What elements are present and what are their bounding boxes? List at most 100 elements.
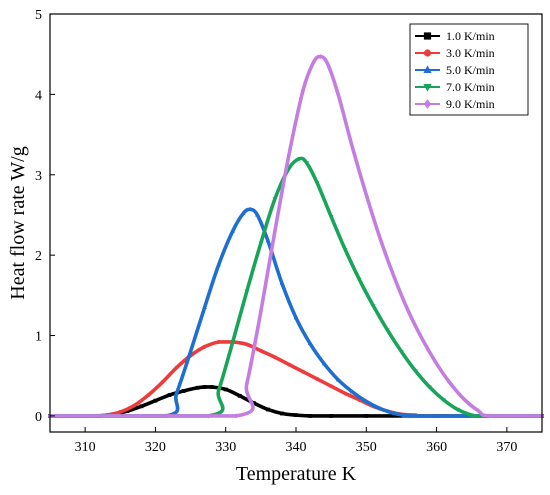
data-point bbox=[273, 355, 277, 360]
data-point bbox=[336, 91, 341, 97]
data-point bbox=[455, 407, 460, 413]
x-tick-label: 370 bbox=[496, 440, 517, 455]
data-point bbox=[399, 350, 404, 355]
legend-label: 1.0 K/min bbox=[446, 29, 495, 43]
data-point bbox=[308, 414, 312, 418]
data-point bbox=[329, 384, 334, 389]
data-point bbox=[294, 413, 298, 418]
data-point bbox=[420, 336, 425, 343]
data-point bbox=[301, 87, 306, 93]
data-point bbox=[188, 349, 193, 354]
y-tick-label: 3 bbox=[35, 169, 42, 184]
x-tick-label: 350 bbox=[356, 440, 377, 455]
data-point bbox=[202, 385, 207, 389]
legend-item: 7.0 K/min bbox=[415, 80, 495, 94]
y-tick-label: 5 bbox=[35, 8, 42, 23]
data-point bbox=[241, 210, 246, 215]
data-point bbox=[364, 414, 369, 418]
data-point bbox=[476, 414, 482, 419]
legend-item: 9.0 K/min bbox=[415, 97, 495, 111]
data-point bbox=[413, 369, 418, 374]
legend-marker bbox=[423, 49, 432, 57]
series-5 bbox=[48, 54, 544, 419]
x-tick-label: 360 bbox=[426, 440, 447, 455]
data-point bbox=[434, 361, 439, 367]
data-point bbox=[132, 403, 137, 408]
data-point bbox=[223, 387, 228, 392]
data-point bbox=[160, 380, 165, 385]
data-point bbox=[244, 381, 249, 387]
data-point bbox=[272, 197, 278, 202]
data-point bbox=[216, 262, 221, 267]
data-point bbox=[280, 411, 284, 416]
data-point bbox=[195, 385, 200, 390]
data-point bbox=[335, 377, 341, 382]
data-point bbox=[230, 340, 236, 345]
series-line bbox=[48, 156, 544, 418]
data-point bbox=[392, 410, 397, 416]
data-point bbox=[356, 277, 362, 282]
data-point bbox=[234, 413, 239, 419]
data-point bbox=[216, 388, 221, 393]
axis-ticks: 310 320 330 340 350 360 370 0 1 2 3 4 5 bbox=[35, 8, 517, 455]
data-point bbox=[321, 361, 327, 366]
y-axis-title: Heat flow rate W/g bbox=[7, 146, 29, 299]
data-point bbox=[248, 206, 253, 211]
data-point bbox=[139, 404, 144, 409]
data-point bbox=[244, 289, 250, 294]
data-point bbox=[237, 393, 242, 398]
data-point bbox=[146, 393, 151, 397]
data-point bbox=[413, 413, 418, 418]
x-axis-title: Temperature K bbox=[236, 463, 357, 485]
legend-item: 3.0 K/min bbox=[415, 46, 495, 60]
data-point bbox=[209, 385, 214, 389]
y-tick-label: 4 bbox=[35, 88, 42, 103]
data-point bbox=[343, 391, 348, 396]
legend-label: 3.0 K/min bbox=[446, 46, 495, 60]
data-point bbox=[272, 228, 277, 234]
data-point bbox=[329, 414, 334, 418]
data-point bbox=[325, 61, 330, 67]
data-point bbox=[258, 308, 263, 314]
data-point bbox=[378, 236, 383, 242]
legend-label: 9.0 K/min bbox=[446, 97, 495, 111]
data-point bbox=[265, 407, 270, 412]
data-point bbox=[469, 413, 474, 418]
data-point bbox=[318, 54, 323, 60]
data-point bbox=[448, 381, 453, 387]
data-point bbox=[216, 340, 221, 344]
data-point bbox=[202, 304, 207, 309]
data-point bbox=[265, 238, 271, 243]
legend-item: 5.0 K/min bbox=[415, 63, 495, 77]
data-point bbox=[328, 214, 334, 220]
legend-marker bbox=[423, 84, 432, 92]
data-point bbox=[258, 348, 263, 353]
data-point bbox=[255, 212, 260, 217]
legend-label: 7.0 K/min bbox=[446, 80, 495, 94]
plot-content bbox=[47, 54, 545, 419]
data-point bbox=[279, 280, 285, 285]
legend-marker bbox=[423, 32, 432, 40]
data-point bbox=[350, 144, 355, 150]
data-point bbox=[487, 413, 492, 419]
legend-marker bbox=[423, 99, 432, 109]
y-tick-label: 0 bbox=[35, 410, 42, 425]
data-point bbox=[286, 152, 291, 158]
data-point bbox=[314, 181, 320, 186]
data-point bbox=[181, 389, 186, 393]
data-point bbox=[371, 304, 376, 309]
data-point bbox=[406, 308, 411, 314]
data-point bbox=[378, 406, 383, 411]
data-point bbox=[307, 341, 313, 346]
data-point bbox=[349, 389, 355, 394]
data-point bbox=[174, 365, 179, 370]
data-point bbox=[402, 412, 408, 417]
data-point bbox=[230, 228, 236, 233]
series-3 bbox=[47, 206, 545, 418]
x-tick-label: 340 bbox=[286, 440, 307, 455]
series-4 bbox=[47, 156, 545, 419]
data-point bbox=[304, 161, 309, 166]
data-point bbox=[167, 393, 172, 397]
data-point bbox=[476, 408, 481, 414]
